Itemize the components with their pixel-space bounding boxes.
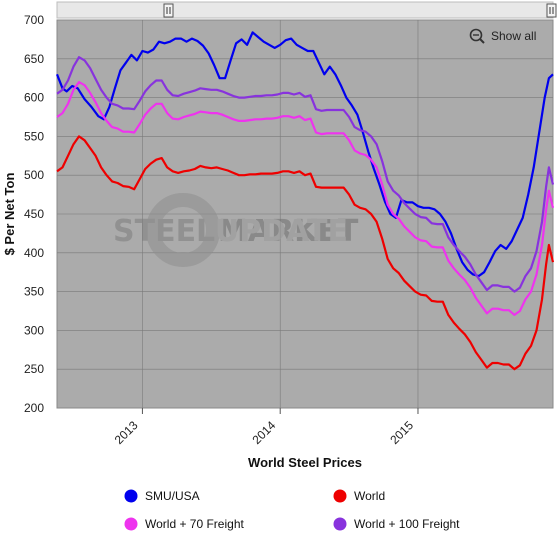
show-all-button[interactable]: Show all [469,28,537,44]
y-tick-label: 550 [24,129,44,143]
y-tick-label: 650 [24,52,44,66]
y-tick-label: 600 [24,91,44,105]
x-tick-label: 2014 [250,418,279,447]
y-tick-label: 250 [24,362,44,376]
y-tick-label: 400 [24,246,44,260]
y-tick-label: 300 [24,323,44,337]
y-axis-title: $ Per Net Ton [2,173,17,256]
legend-item[interactable]: SMU/USA [124,489,200,503]
series-line-0[interactable] [55,31,554,278]
legend-label: SMU/USA [145,489,200,503]
legend: SMU/USA World World + 70 Freight World + 10… [124,489,461,531]
y-tick-label: 200 [24,401,44,415]
legend-marker [124,489,138,503]
watermark-logo: STEEL MARKET UPDATE [113,193,359,267]
series-line-3[interactable] [56,56,555,293]
y-tick-label: 450 [24,207,44,221]
legend-marker [124,517,138,531]
legend-item[interactable]: World + 100 Freight [333,517,461,531]
watermark-text-middle: MARKET [218,214,359,249]
navigator-handle-left[interactable] [163,3,174,18]
show-all-label: Show all [491,29,536,43]
series-line-1[interactable] [56,135,555,371]
legend-item[interactable]: World + 70 Freight [124,517,245,531]
watermark-text-right: UPDATE [215,214,348,249]
navigator-bar[interactable] [56,1,554,19]
y-tick-label: 500 [24,168,44,182]
y-tick-label: 350 [24,285,44,299]
y-tick-label: 700 [24,13,44,27]
legend-label: World [354,489,385,503]
legend-item[interactable]: World [333,489,386,503]
y-axis-ticks: 200 250 300 350 400 450 500 550 600 650 700 [24,13,44,415]
x-tick-label: 2015 [387,418,416,447]
navigator-handle-right[interactable] [546,3,557,18]
watermark-text-left: STEEL [113,214,215,249]
series-layer [55,31,555,371]
zoom-out-icon-handle [479,38,485,44]
legend-label: World + 70 Freight [145,517,244,531]
x-tick-label: 2013 [112,418,141,447]
series-line-2[interactable] [56,81,555,316]
zoom-out-icon [469,28,483,42]
legend-label: World + 100 Freight [354,517,460,531]
x-axis-title: World Steel Prices [248,455,362,470]
legend-marker [333,517,347,531]
legend-marker [333,489,347,503]
x-axis-ticks: 2013 2014 2015 [112,408,419,447]
